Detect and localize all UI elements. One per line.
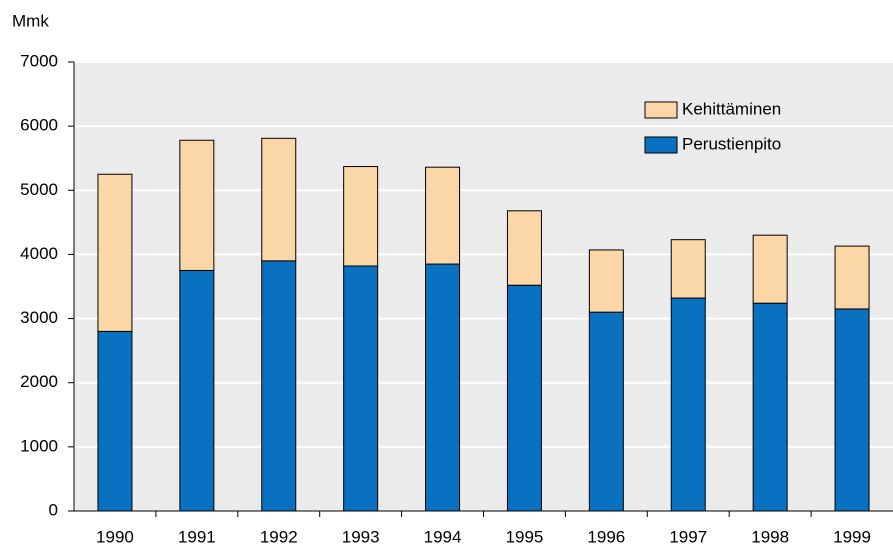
bar-segment: [97, 173, 133, 332]
x-tick-label: 1997: [669, 527, 707, 546]
bar-segment: [179, 269, 215, 512]
y-tick-label: 0: [49, 500, 58, 519]
x-tick-label: 1994: [424, 527, 462, 546]
y-tick-label: 4000: [20, 244, 58, 263]
bar-segment: [261, 137, 297, 262]
y-tick-label: 3000: [20, 308, 58, 327]
bar-segment: [506, 210, 542, 286]
legend-label: Perustienpito: [682, 134, 781, 153]
bar-segment: [261, 260, 297, 512]
legend-swatch: [644, 101, 678, 119]
x-tick-label: 1995: [506, 527, 544, 546]
bar-segment: [834, 308, 870, 512]
bar-segment: [834, 245, 870, 310]
bar-segment: [97, 330, 133, 512]
bar-segment: [752, 234, 788, 304]
bar-segment: [588, 249, 624, 313]
legend-label: Kehittäminen: [682, 99, 781, 118]
bar-segment: [588, 311, 624, 512]
legend-swatch: [644, 136, 678, 154]
y-tick-label: 2000: [20, 372, 58, 391]
bar-segment: [506, 284, 542, 512]
y-axis-label: Mmk: [12, 11, 49, 30]
x-tick-label: 1996: [587, 527, 625, 546]
bar-segment: [179, 139, 215, 271]
y-tick-label: 7000: [20, 51, 58, 70]
x-tick-label: 1999: [833, 527, 871, 546]
bar-segment: [425, 263, 461, 512]
y-tick-label: 6000: [20, 116, 58, 135]
bar-segment: [670, 297, 706, 512]
bar-segment: [670, 239, 706, 299]
bar-segment: [425, 166, 461, 265]
x-tick-label: 1992: [260, 527, 298, 546]
x-tick-label: 1993: [342, 527, 380, 546]
bar-segment: [343, 166, 379, 267]
bar-segment: [343, 265, 379, 512]
x-tick-label: 1998: [751, 527, 789, 546]
y-tick-label: 5000: [20, 180, 58, 199]
bar-segment: [752, 302, 788, 512]
y-tick-label: 1000: [20, 436, 58, 455]
x-tick-label: 1991: [178, 527, 216, 546]
x-tick-label: 1990: [96, 527, 134, 546]
